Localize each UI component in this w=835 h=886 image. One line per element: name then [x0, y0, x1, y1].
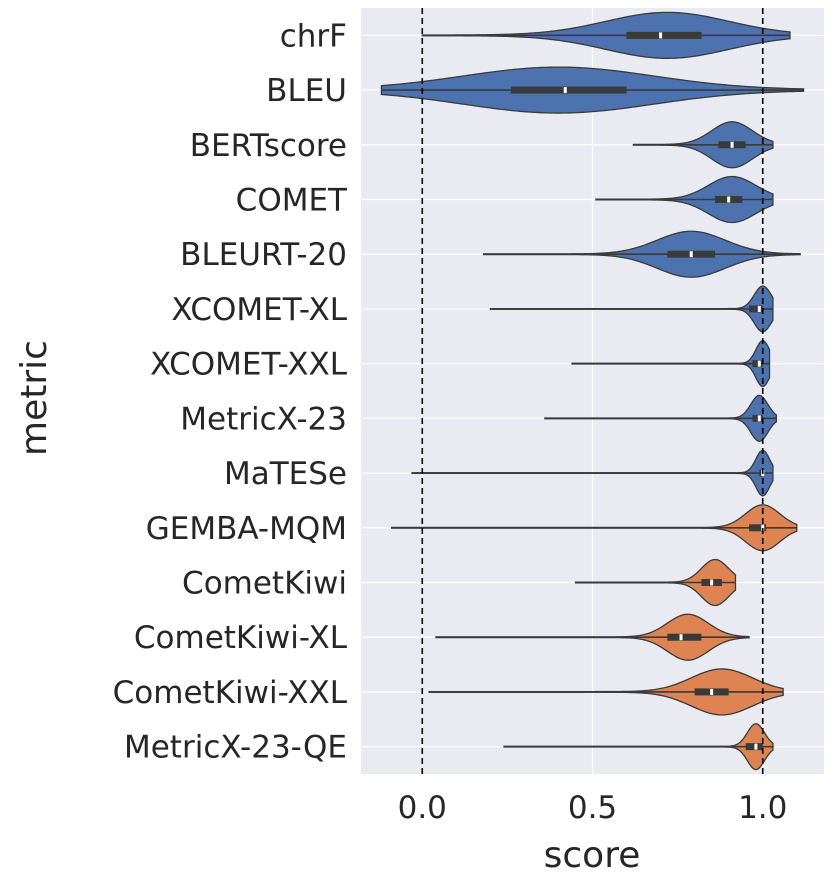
y-tick-label-9: GEMBA-MQM — [146, 511, 347, 547]
y-tick-label-13: MetricX-23-QE — [124, 730, 347, 766]
y-tick-label-0: chrF — [280, 18, 347, 54]
violin-chrf — [421, 11, 791, 59]
y-tick-label-8: MaTESe — [224, 456, 347, 492]
violin-iqr-box — [752, 414, 763, 422]
y-tick-label-12: CometKiwi-XXL — [113, 675, 348, 711]
violin-median — [757, 305, 761, 312]
violin-iqr-box — [667, 633, 702, 641]
violin-iqr-box — [510, 86, 627, 94]
violin-xcomet-xl — [489, 285, 774, 333]
violin-metricx-23 — [544, 394, 777, 443]
x-tick-labels: 0.0 0.5 1.0 — [398, 790, 788, 826]
violin-metricx-23-qe — [503, 722, 774, 771]
violin-median — [757, 415, 761, 422]
violin-median — [710, 688, 714, 695]
violin-cometkiwi-xl — [435, 613, 750, 661]
y-tick-labels: chrF BLEU BERTscore COMET BLEURT-20 XCOMET-XL… — [113, 18, 348, 765]
violin-median — [730, 141, 734, 148]
violin-median — [761, 524, 765, 531]
x-axis-title: score — [544, 835, 641, 876]
violin-median — [679, 634, 683, 641]
violin-xcomet-xxl — [571, 339, 771, 388]
violin-median — [727, 196, 731, 203]
reference-lines — [421, 8, 764, 774]
violin-median — [689, 251, 693, 258]
y-axis-title: metric — [14, 340, 55, 456]
y-tick-label-6: XCOMET-XXL — [150, 347, 348, 383]
y-tick-label-10: CometKiwi — [182, 566, 347, 602]
violin-median — [757, 360, 761, 367]
violin-bertscore — [632, 121, 774, 169]
violin-iqr-box — [745, 743, 763, 751]
violin-bleu — [380, 66, 805, 114]
violins — [380, 11, 805, 771]
y-tick-label-4: BLEURT-20 — [180, 237, 347, 273]
violin-median — [563, 87, 567, 94]
violin-median — [754, 743, 758, 750]
violin-cometkiwi — [574, 558, 737, 607]
violin-median — [659, 32, 663, 39]
violin-bleurt-20 — [482, 230, 801, 278]
x-tick-label-0: 0.0 — [398, 790, 447, 826]
y-tick-label-11: CometKiwi-XL — [134, 620, 348, 656]
violin-iqr-box — [752, 360, 763, 368]
violin-comet — [595, 175, 774, 224]
x-tick-label-1: 0.5 — [568, 790, 617, 826]
y-tick-label-2: BERTscore — [190, 128, 347, 164]
y-tick-label-7: MetricX-23 — [180, 401, 347, 437]
violin-iqr-box — [749, 524, 767, 532]
y-tick-label-5: XCOMET-XL — [171, 292, 347, 328]
x-tick-label-2: 1.0 — [738, 790, 787, 826]
violin-iqr-box — [759, 469, 763, 477]
violin-gemba-mqm — [390, 504, 798, 552]
violin-iqr-box — [749, 305, 763, 313]
violin-median — [710, 579, 714, 586]
violin-cometkiwi-xxl — [428, 668, 784, 716]
y-tick-label-1: BLEU — [266, 73, 347, 109]
y-tick-label-3: COMET — [236, 183, 348, 219]
violin-iqr-box — [626, 31, 702, 39]
